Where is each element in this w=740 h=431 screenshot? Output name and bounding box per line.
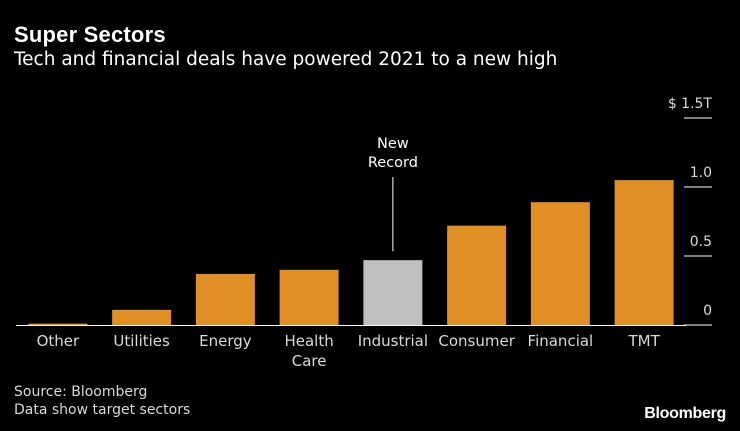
footer-notes: Source: Bloomberg Data show target secto…	[14, 383, 190, 419]
bar-tmt	[614, 180, 674, 325]
bar-utilities	[112, 309, 172, 325]
category-label-3: Health Care	[284, 332, 333, 370]
annotation: New Record	[368, 136, 418, 252]
y-axis-gridlines	[16, 117, 712, 326]
category-label-2: Energy	[199, 332, 252, 350]
y-tick-label-0: 0	[703, 303, 712, 319]
annotation-text: New Record	[368, 136, 418, 171]
category-label-0: Other	[37, 332, 80, 350]
y-tick-label-1: 0.5	[690, 234, 712, 250]
bar-consumer	[447, 225, 507, 325]
bar-other	[28, 323, 88, 325]
category-label-6: Financial	[528, 332, 594, 350]
source-note: Source: Bloomberg	[14, 384, 148, 400]
y-axis-ticks: 0 0.5 1.0 $ 1.5T	[668, 96, 713, 319]
category-label-7: TMT	[627, 332, 660, 350]
data-note: Data show target sectors	[14, 402, 191, 418]
x-axis-categories: Other Utilities Energy Health Care Industrial…	[37, 332, 661, 370]
y-tick-label-3: $ 1.5T	[668, 96, 713, 112]
category-label-1: Utilities	[113, 332, 170, 350]
bar-industrial	[363, 260, 423, 325]
chart-subtitle: Tech and financial deals have powered 20…	[14, 49, 558, 70]
category-label-4: Industrial	[358, 332, 428, 350]
y-tick-label-2: 1.0	[690, 165, 712, 181]
bloomberg-logo: Bloomberg	[644, 405, 726, 422]
chart-title: Super Sectors	[14, 22, 166, 47]
bar-financial	[530, 202, 590, 325]
bars	[28, 180, 674, 325]
bar-energy	[195, 273, 255, 325]
bar-health-care	[279, 269, 339, 325]
category-label-5: Consumer	[438, 332, 515, 350]
